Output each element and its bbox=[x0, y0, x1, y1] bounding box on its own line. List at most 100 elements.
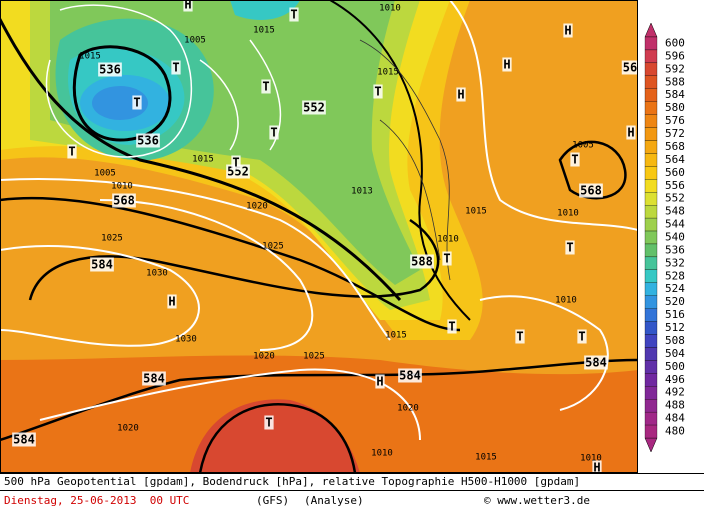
colorbar-label: 484 bbox=[665, 412, 685, 425]
pressure-center-label: 584 bbox=[585, 356, 607, 370]
pressure-center-label: H bbox=[184, 0, 191, 12]
pressure-center-label: 584 bbox=[13, 433, 35, 447]
colorbar-label: 572 bbox=[665, 127, 685, 140]
pressure-center-label: 588 bbox=[411, 255, 433, 269]
colorbar-label: 480 bbox=[665, 425, 685, 438]
map-frame bbox=[0, 0, 638, 473]
isobar-label: 1015 bbox=[79, 52, 101, 62]
colorbar-cell bbox=[644, 308, 658, 322]
label-background bbox=[12, 432, 36, 447]
pressure-center-label: 568 bbox=[580, 184, 602, 198]
isobar-label: 1005 bbox=[184, 36, 206, 46]
colorbar-label: 576 bbox=[665, 114, 685, 127]
label-background bbox=[264, 415, 274, 430]
colorbar-cell bbox=[644, 399, 658, 413]
colorbar-label: 512 bbox=[665, 321, 685, 334]
colorbar-label: 492 bbox=[665, 386, 685, 399]
pressure-center-label: T bbox=[68, 145, 75, 159]
colorbar-cell bbox=[644, 127, 658, 141]
colorbar-cell bbox=[644, 75, 658, 89]
label-background bbox=[167, 294, 177, 309]
colorbar-label: 536 bbox=[665, 243, 685, 256]
colorbar-label: 524 bbox=[665, 282, 685, 295]
colorbar-label: 520 bbox=[665, 295, 685, 308]
isobar-label: 1025 bbox=[303, 352, 325, 362]
colorbar-label: 508 bbox=[665, 334, 685, 347]
pressure-center-label: H bbox=[376, 375, 383, 389]
label-background bbox=[261, 79, 271, 94]
label-background bbox=[410, 254, 434, 269]
pressure-center-label: 552 bbox=[303, 101, 325, 115]
colorbar-cell bbox=[644, 62, 658, 76]
label-background bbox=[515, 329, 525, 344]
label-background bbox=[171, 60, 181, 75]
colorbar-cell bbox=[644, 243, 658, 258]
colorbar-cell bbox=[644, 269, 658, 283]
pressure-center-label: 584 bbox=[399, 369, 421, 383]
label-background bbox=[289, 7, 299, 22]
colorbar-label: 516 bbox=[665, 308, 685, 321]
footer-date: Dienstag, 25-06-2013 00 UTC bbox=[4, 494, 189, 507]
isobar-label: 1010 bbox=[437, 235, 459, 245]
colorbar-cell bbox=[644, 140, 658, 154]
isobar-label: 1010 bbox=[111, 182, 133, 192]
pressure-center-label: T bbox=[262, 80, 269, 94]
footer-description: 500 hPa Geopotential [gpdam], Bodendruck… bbox=[4, 475, 580, 488]
colorbar-label: 588 bbox=[665, 75, 685, 88]
label-background bbox=[98, 62, 122, 77]
colorbar-label: 496 bbox=[665, 373, 685, 386]
pressure-center-label: H bbox=[168, 295, 175, 309]
isobar-label: 1015 bbox=[385, 331, 407, 341]
label-background bbox=[398, 368, 422, 383]
label-background bbox=[136, 133, 160, 148]
isobar-label: 1010 bbox=[371, 449, 393, 459]
pressure-center-label: 536 bbox=[137, 134, 159, 148]
colorbar: 6005965925885845805765725685645605565525… bbox=[644, 22, 685, 453]
pressure-center-label: H bbox=[503, 58, 510, 72]
isobar-label: 1015 bbox=[377, 68, 399, 78]
colorbar-label: 556 bbox=[665, 179, 685, 192]
label-background bbox=[621, 60, 639, 75]
pressure-center-label: T bbox=[578, 330, 585, 344]
colorbar-cell bbox=[644, 205, 658, 219]
label-background bbox=[142, 371, 166, 386]
pressure-center-label: T bbox=[270, 126, 277, 140]
colorbar-cell bbox=[644, 49, 658, 64]
label-background bbox=[570, 152, 580, 167]
label-background bbox=[132, 95, 142, 110]
map-labels: 536T53655255256858458458458858458456856H… bbox=[12, 0, 639, 475]
colorbar-arrow bbox=[644, 437, 658, 453]
isobar-label: 1010 bbox=[557, 209, 579, 219]
pressure-center-label: T bbox=[265, 416, 272, 430]
colorbar-cell bbox=[644, 347, 658, 361]
colorbar-cell bbox=[644, 192, 658, 206]
colorbar-cell bbox=[644, 424, 658, 439]
colorbar-cell bbox=[644, 88, 658, 102]
colorbar-label: 584 bbox=[665, 88, 685, 101]
isobar-label: 1020 bbox=[397, 404, 419, 414]
isobar-label: 1020 bbox=[117, 424, 139, 434]
pressure-center-label: 56 bbox=[623, 61, 637, 75]
colorbar-label: 552 bbox=[665, 192, 685, 205]
footer-run: (Analyse) bbox=[304, 494, 364, 507]
label-background bbox=[579, 183, 603, 198]
colorbar-cell bbox=[644, 373, 658, 387]
colorbar-cell bbox=[644, 386, 658, 400]
colorbar-arrow bbox=[644, 22, 658, 38]
isobar-label: 1005 bbox=[572, 141, 594, 151]
colorbar-label: 560 bbox=[665, 166, 685, 179]
label-background bbox=[447, 319, 457, 334]
colorbar-cell bbox=[644, 411, 658, 426]
label-background bbox=[592, 460, 602, 475]
label-background bbox=[565, 240, 575, 255]
label-background bbox=[90, 257, 114, 272]
pressure-center-label: T bbox=[443, 252, 450, 266]
isobar-label: 1015 bbox=[465, 207, 487, 217]
pressure-center-label: T bbox=[448, 320, 455, 334]
pressure-center-label: 536 bbox=[99, 63, 121, 77]
colorbar-cell bbox=[644, 321, 658, 335]
isobar-label: 1015 bbox=[192, 155, 214, 165]
label-background bbox=[231, 155, 241, 170]
label-background bbox=[375, 374, 385, 389]
